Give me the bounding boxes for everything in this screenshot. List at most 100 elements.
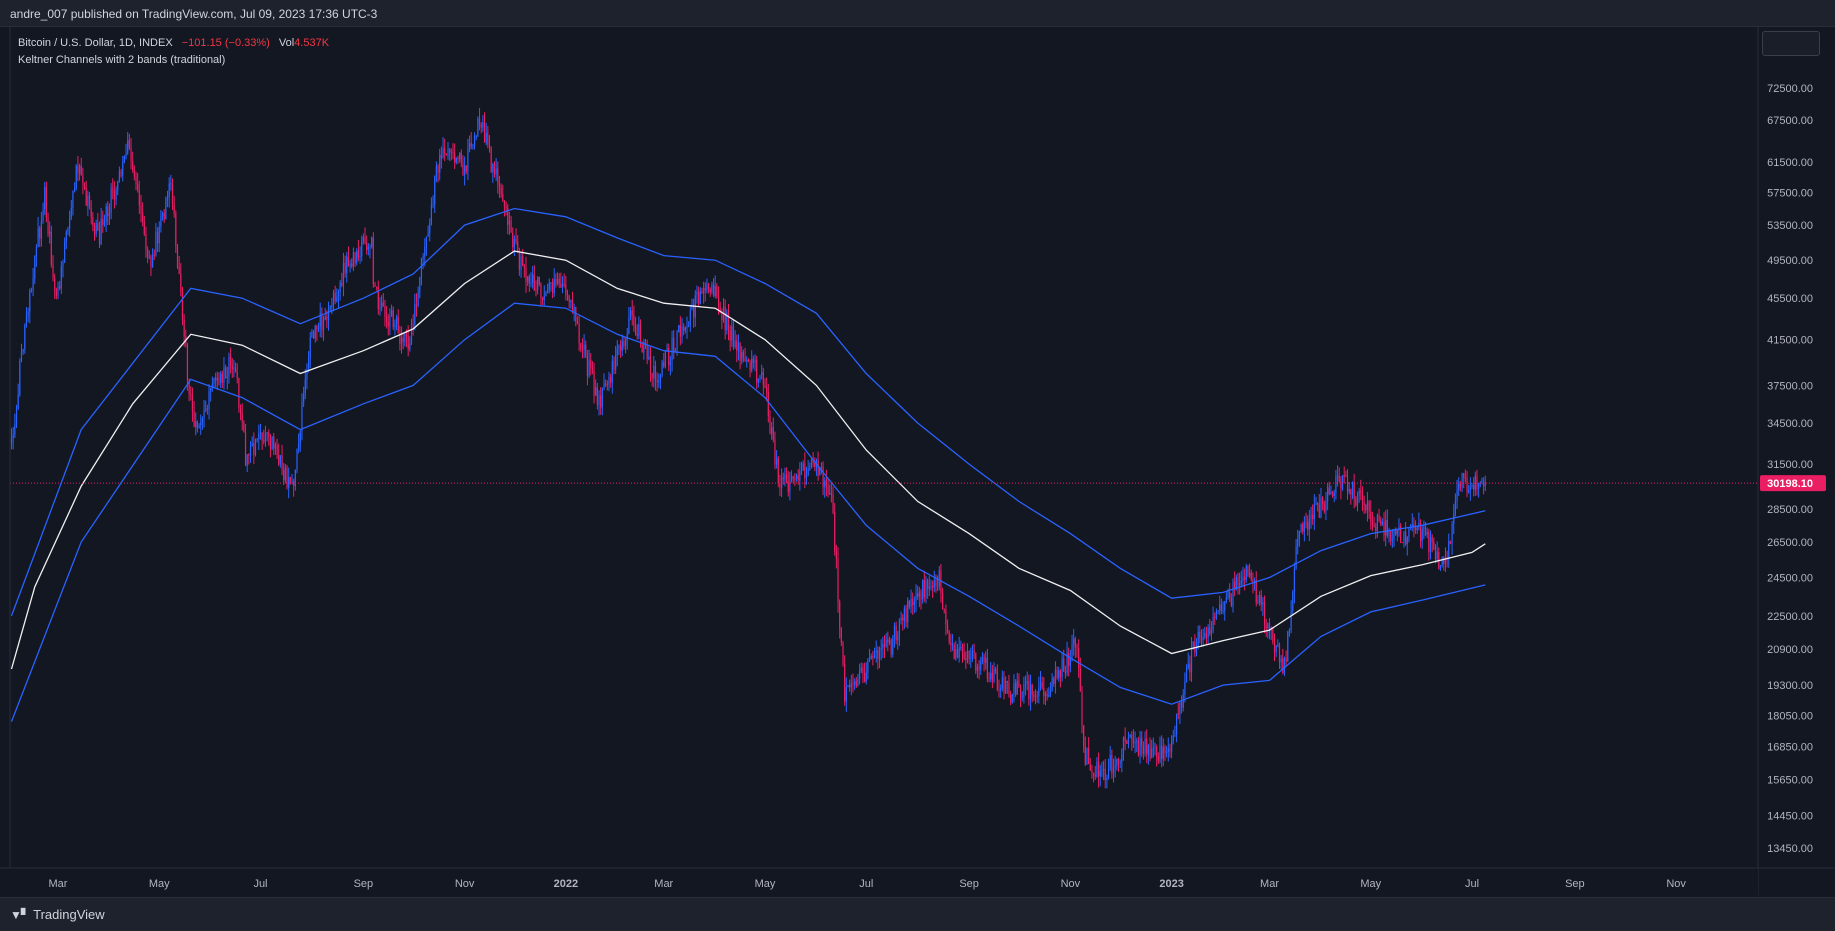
candle (623, 336, 625, 350)
brand[interactable]: ▼▘ TradingView (10, 907, 105, 922)
candle (1434, 544, 1437, 564)
candle (312, 329, 315, 339)
candle (850, 674, 852, 696)
candle (696, 285, 698, 304)
candle (711, 281, 713, 295)
candle (10, 428, 13, 450)
candle (482, 115, 484, 132)
candle (653, 355, 655, 388)
candle (1405, 522, 1407, 546)
candle (208, 384, 210, 420)
candle (1318, 493, 1320, 518)
candle (668, 343, 670, 372)
candle (1277, 639, 1279, 648)
symbol-label[interactable]: Bitcoin / U.S. Dollar, 1D, INDEX (18, 37, 173, 49)
candle (1222, 601, 1224, 615)
candle (1141, 731, 1143, 757)
candle (1453, 504, 1455, 535)
candle (610, 373, 612, 388)
candle (1190, 637, 1193, 682)
candle (1136, 737, 1138, 753)
scale-settings-button[interactable] (1762, 31, 1820, 56)
candle (820, 462, 823, 475)
candle (30, 287, 33, 293)
candle (807, 459, 809, 477)
candle (1431, 534, 1433, 553)
candle (996, 664, 998, 692)
x-tick-label: Jul (1465, 878, 1479, 890)
candle (551, 278, 554, 299)
candle (1418, 512, 1420, 531)
candle (1015, 679, 1017, 697)
candle (517, 235, 519, 253)
candle (601, 387, 603, 416)
x-tick-label: Sep (959, 878, 979, 890)
candle (643, 338, 645, 360)
candle (1237, 572, 1239, 595)
candle (600, 386, 602, 415)
candle (615, 345, 617, 374)
candle (440, 146, 442, 169)
candle (498, 175, 501, 198)
candle (787, 470, 789, 497)
candle (1451, 520, 1453, 555)
candle (163, 209, 165, 224)
x-tick-label: Jul (253, 878, 267, 890)
time-axis[interactable] (0, 868, 1758, 895)
candle (1466, 470, 1468, 498)
candle (1438, 547, 1440, 570)
indicator-label[interactable]: Keltner Channels with 2 bands (tradition… (18, 54, 226, 66)
candle (44, 182, 46, 215)
candle (900, 611, 902, 625)
candle (493, 161, 496, 178)
candle (598, 390, 600, 416)
candle (394, 319, 396, 336)
candle (751, 350, 753, 373)
candle (1175, 713, 1178, 743)
candle (1295, 539, 1297, 570)
price-chart[interactable]: 72500.00 67500.00 61500.00 57500.00 53500.00… (0, 27, 1835, 897)
candle (253, 432, 255, 465)
price-axis[interactable] (1758, 27, 1835, 895)
candle (513, 235, 515, 257)
candle (649, 346, 652, 382)
candle (241, 403, 243, 431)
candle (211, 376, 213, 392)
candle (774, 431, 776, 470)
candle (459, 152, 461, 163)
candle (1479, 480, 1481, 488)
candle (1403, 530, 1405, 548)
candle (877, 646, 879, 670)
candle (138, 180, 140, 214)
candle (686, 316, 688, 339)
candle (990, 662, 992, 683)
candle (1099, 764, 1101, 787)
candle (156, 227, 159, 253)
candle (895, 621, 897, 645)
candle (67, 226, 69, 236)
candle (1224, 600, 1226, 621)
candle (1001, 670, 1003, 692)
candle (158, 221, 160, 253)
candle (171, 178, 174, 211)
x-tick-label: 2023 (1159, 878, 1183, 890)
candle (893, 622, 896, 648)
candle (25, 307, 28, 328)
candle (1081, 685, 1083, 734)
candle (1106, 774, 1108, 789)
candle (1444, 547, 1447, 572)
y-tick-label: 31500.00 (1767, 459, 1813, 471)
candle (542, 296, 544, 306)
candle (102, 210, 104, 233)
last-price-tag: 30198.10 (1760, 475, 1826, 492)
candle (29, 288, 31, 324)
candle (475, 135, 477, 141)
candle (1272, 626, 1274, 645)
candle (532, 266, 534, 289)
candle (142, 202, 144, 227)
candle (160, 210, 162, 233)
candle (1419, 519, 1422, 548)
candle (669, 356, 672, 376)
candle (1036, 690, 1038, 703)
candle (1400, 523, 1402, 544)
